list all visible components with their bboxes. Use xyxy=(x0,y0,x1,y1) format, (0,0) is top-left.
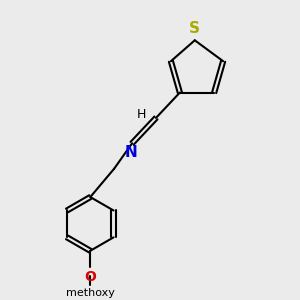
Text: methoxy: methoxy xyxy=(66,287,115,298)
Text: H: H xyxy=(137,108,146,122)
Text: S: S xyxy=(189,21,200,36)
Text: N: N xyxy=(124,145,137,160)
Text: O: O xyxy=(84,270,96,284)
